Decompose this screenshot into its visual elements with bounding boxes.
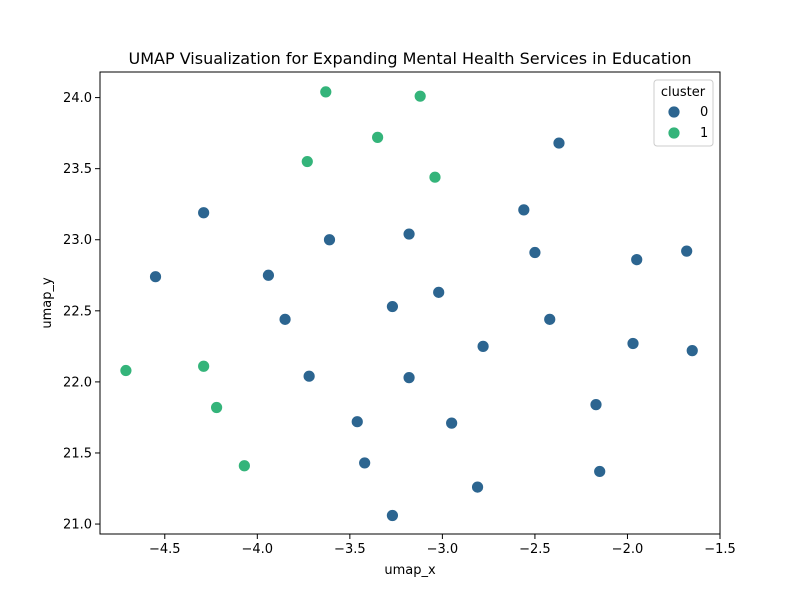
point-cluster-0	[386, 509, 399, 522]
plot-area	[99, 71, 721, 535]
legend-label-cluster-1: 1	[700, 126, 708, 141]
x-tick-label: −4.0	[242, 542, 274, 557]
y-tick-label: 21.0	[63, 518, 92, 533]
x-tick-label: −1.5	[704, 542, 736, 557]
point-cluster-1	[428, 170, 442, 184]
data-points	[119, 85, 699, 522]
point-cluster-0	[278, 312, 292, 326]
y-tick-label: 21.5	[63, 446, 92, 461]
point-cluster-0	[358, 456, 372, 470]
point-cluster-0	[543, 312, 557, 326]
point-cluster-1	[319, 85, 333, 99]
x-tick-label: −4.5	[149, 542, 181, 557]
y-tick-label: 22.0	[63, 375, 92, 390]
point-cluster-1	[371, 130, 385, 144]
legend-label-cluster-0: 0	[700, 105, 708, 120]
point-cluster-1	[210, 401, 223, 414]
legend: cluster 0 1	[653, 79, 714, 147]
x-axis-label: umap_x	[384, 563, 436, 578]
y-tick-label: 23.0	[63, 233, 92, 248]
point-cluster-1	[300, 155, 314, 168]
point-cluster-0	[589, 398, 603, 412]
point-cluster-0	[552, 136, 566, 150]
point-cluster-0	[517, 203, 531, 217]
point-cluster-0	[302, 369, 316, 383]
point-cluster-1	[197, 359, 211, 373]
point-cluster-1	[119, 364, 133, 377]
point-cluster-0	[402, 371, 416, 385]
point-cluster-0	[197, 206, 211, 220]
y-tick-label: 24.0	[63, 91, 92, 106]
x-tick-label: −2.0	[612, 542, 644, 557]
point-cluster-0	[432, 285, 446, 299]
y-axis: 21.0 21.5 22.0 22.5 23.0 23.5 24.0	[63, 91, 100, 533]
point-cluster-0	[402, 227, 416, 241]
point-cluster-0	[471, 480, 484, 494]
legend-marker-cluster-1	[667, 126, 681, 140]
point-cluster-0	[630, 253, 644, 267]
point-cluster-0	[149, 270, 162, 284]
x-tick-label: −3.0	[427, 542, 459, 557]
point-cluster-0	[680, 244, 694, 258]
point-cluster-0	[476, 339, 490, 353]
y-tick-label: 22.5	[63, 304, 92, 319]
point-cluster-1	[237, 459, 251, 473]
point-cluster-0	[528, 246, 542, 259]
point-cluster-0	[386, 300, 399, 313]
point-cluster-0	[626, 337, 640, 350]
chart-title: UMAP Visualization for Expanding Mental …	[129, 49, 692, 68]
point-cluster-0	[445, 416, 459, 430]
point-cluster-0	[350, 415, 364, 429]
point-cluster-0	[593, 465, 607, 478]
point-cluster-0	[262, 268, 275, 282]
legend-marker-cluster-0	[667, 105, 681, 119]
y-tick-label: 23.5	[63, 162, 92, 177]
legend-title: cluster	[661, 85, 706, 100]
y-axis-label: umap_y	[40, 277, 55, 329]
point-cluster-0	[323, 233, 336, 247]
x-axis: −4.5 −4.0 −3.5 −3.0 −2.5 −2.0 −1.5	[149, 534, 736, 557]
point-cluster-0	[685, 344, 699, 358]
x-tick-label: −2.5	[519, 542, 551, 557]
x-tick-label: −3.5	[334, 542, 366, 557]
point-cluster-1	[413, 89, 427, 103]
